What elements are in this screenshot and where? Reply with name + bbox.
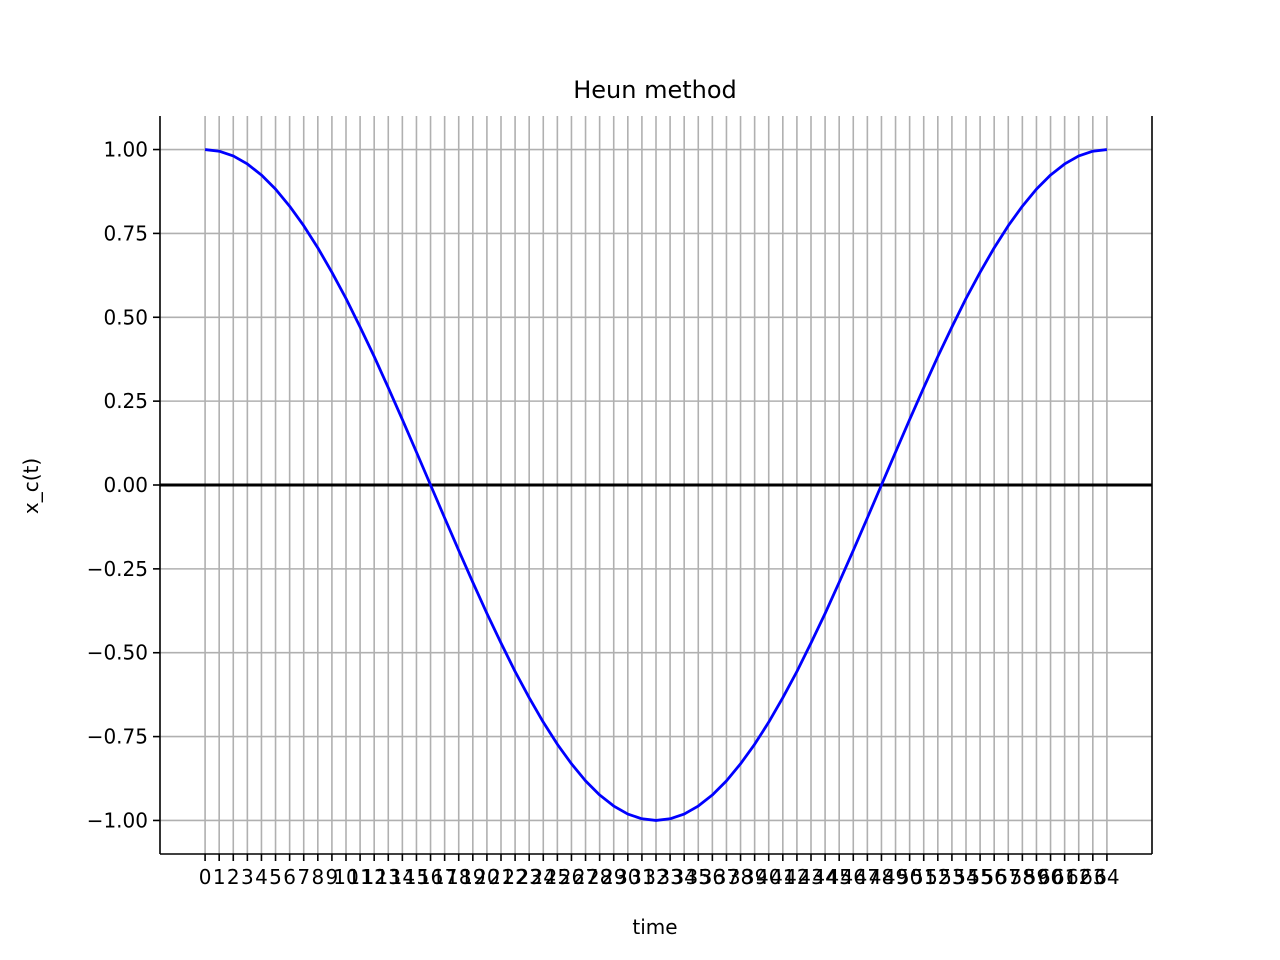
x-tick-label-56: 56 [981, 865, 1006, 889]
x-tick-label-52: 52 [925, 865, 950, 889]
series-group [204, 148, 1108, 822]
x-tick-label-42: 42 [784, 865, 809, 889]
y-tick-label-8: −1.00 [87, 808, 148, 832]
x-tick-label-16: 16 [418, 865, 443, 889]
x-tick-label-8: 8 [311, 865, 324, 889]
x-tick-label-41: 41 [770, 865, 795, 889]
x-tick-label-31: 31 [629, 865, 654, 889]
x-tick-label-0: 0 [199, 865, 212, 889]
x-tick-label-38: 38 [728, 865, 753, 889]
x-tick-label-39: 39 [742, 865, 767, 889]
x-tick-label-28: 28 [587, 865, 612, 889]
x-tick-label-9: 9 [326, 865, 339, 889]
x-tick-label-7: 7 [297, 865, 310, 889]
chart-title: Heun method [573, 76, 737, 104]
x-tick-label-49: 49 [883, 865, 908, 889]
x-tick-label-21: 21 [488, 865, 513, 889]
x-tick-label-62: 62 [1066, 865, 1091, 889]
x-tick-label-10: 10 [333, 865, 358, 889]
x-tick-label-44: 44 [812, 865, 837, 889]
x-tick-label-50: 50 [897, 865, 922, 889]
x-tick-label-51: 51 [911, 865, 936, 889]
x-tick-label-47: 47 [855, 865, 880, 889]
y-tick-label-5: −0.25 [87, 557, 148, 581]
x-tick-label-63: 63 [1080, 865, 1105, 889]
x-tick-label-27: 27 [573, 865, 598, 889]
series-line-0 [204, 148, 1108, 822]
y-ticks: 1.00 0.75 0.50 0.25 0.00 −0.25 −0.50 −0.75 −1.00 [87, 138, 160, 832]
x-tick-label-12: 12 [361, 865, 386, 889]
x-tick-label-40: 40 [756, 865, 781, 889]
x-tick-label-17: 17 [432, 865, 457, 889]
y-tick-label-6: −0.50 [87, 641, 148, 665]
x-tick-label-58: 58 [1010, 865, 1035, 889]
y-tick-label-4: 0.00 [103, 473, 148, 497]
x-tick-label-57: 57 [996, 865, 1021, 889]
x-tick-label-24: 24 [531, 865, 556, 889]
x-tick-label-23: 23 [516, 865, 541, 889]
x-tick-label-14: 14 [390, 865, 415, 889]
x-tick-label-48: 48 [869, 865, 894, 889]
x-tick-label-20: 20 [474, 865, 499, 889]
x-tick-label-34: 34 [671, 865, 696, 889]
x-tick-label-59: 59 [1024, 865, 1049, 889]
x-tick-label-13: 13 [376, 865, 401, 889]
x-tick-label-55: 55 [967, 865, 992, 889]
y-tick-label-3: 0.25 [103, 389, 148, 413]
x-tick-label-54: 54 [953, 865, 978, 889]
x-tick-label-60: 60 [1038, 865, 1063, 889]
y-axis-label: x_c(t) [19, 458, 43, 514]
x-tick-label-45: 45 [826, 865, 851, 889]
x-tick-label-30: 30 [615, 865, 640, 889]
x-tick-label-5: 5 [269, 865, 282, 889]
x-tick-label-25: 25 [545, 865, 570, 889]
x-tick-label-64: 64 [1094, 865, 1119, 889]
x-ticks: 0 1 2 3 4 5 6 7 8 9101112131415161718192021222324… [199, 854, 1120, 889]
x-tick-label-33: 33 [657, 865, 682, 889]
x-tick-label-15: 15 [404, 865, 429, 889]
x-tick-label-26: 26 [559, 865, 584, 889]
x-tick-label-4: 4 [255, 865, 268, 889]
x-axis-label: time [632, 915, 677, 939]
x-tick-label-22: 22 [502, 865, 527, 889]
x-tick-label-43: 43 [798, 865, 823, 889]
y-tick-label-1: 0.75 [103, 221, 148, 245]
y-tick-label-2: 0.50 [103, 305, 148, 329]
x-tick-label-19: 19 [460, 865, 485, 889]
x-tick-label-53: 53 [939, 865, 964, 889]
y-tick-label-0: 1.00 [103, 138, 148, 162]
x-tick-label-29: 29 [601, 865, 626, 889]
x-tick-label-11: 11 [347, 865, 372, 889]
x-tick-label-3: 3 [241, 865, 254, 889]
x-tick-label-36: 36 [700, 865, 725, 889]
y-tick-label-7: −0.75 [87, 725, 148, 749]
x-tick-label-18: 18 [446, 865, 471, 889]
x-tick-label-1: 1 [213, 865, 226, 889]
x-tick-label-46: 46 [841, 865, 866, 889]
x-tick-label-2: 2 [227, 865, 240, 889]
x-tick-label-61: 61 [1052, 865, 1077, 889]
x-tick-label-32: 32 [643, 865, 668, 889]
x-tick-label-37: 37 [714, 865, 739, 889]
x-tick-label-35: 35 [686, 865, 711, 889]
x-tick-label-6: 6 [283, 865, 296, 889]
